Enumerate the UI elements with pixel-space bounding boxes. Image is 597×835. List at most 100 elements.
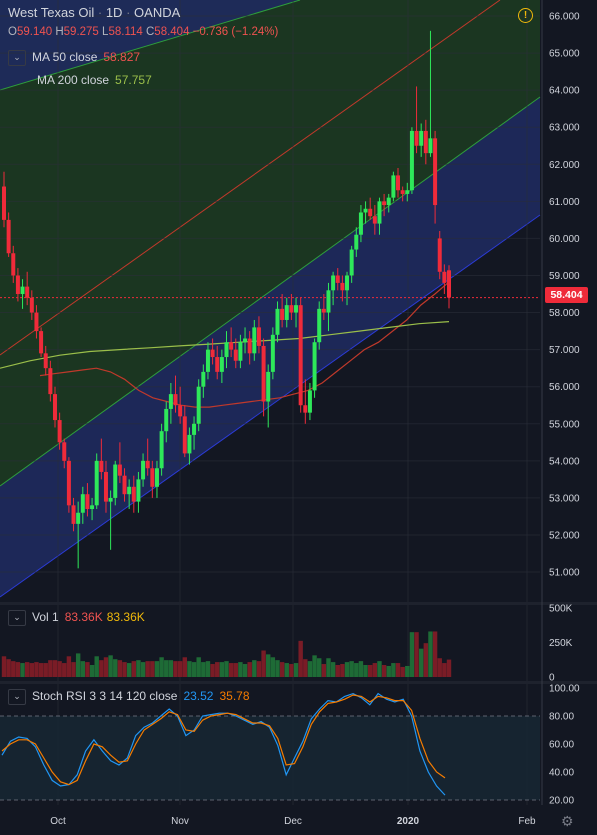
candle-body: [25, 286, 30, 298]
candle-body: [108, 497, 113, 502]
open-label: O: [8, 26, 17, 38]
volume-bar: [446, 659, 452, 677]
interval-label[interactable]: 1D: [105, 5, 123, 20]
candle-body: [238, 342, 243, 361]
candle-body: [224, 342, 229, 358]
volume-bar: [201, 662, 206, 677]
collapse-chevron-icon[interactable]: ⌄: [8, 610, 26, 626]
candle-body: [447, 270, 451, 298]
low-label: L: [102, 26, 109, 38]
candle-body: [396, 175, 401, 191]
volume-bar: [168, 660, 174, 677]
regression-midline: [0, 0, 501, 356]
price-tick-label: 64.000: [549, 86, 580, 97]
candle-body: [261, 345, 266, 402]
volume-bar: [136, 660, 141, 677]
volume-bar: [29, 663, 35, 677]
candle-body: [386, 197, 391, 206]
stoch-tick-label: 40.00: [549, 768, 574, 779]
volume-bar: [252, 660, 257, 677]
volume-value-2: 83.36K: [106, 610, 145, 625]
alert-icon[interactable]: !: [518, 8, 533, 23]
collapse-chevron-icon[interactable]: ⌄: [8, 50, 26, 66]
volume-bar: [99, 660, 104, 677]
candle-body: [210, 349, 215, 358]
time-tick-label: 2020: [397, 816, 420, 827]
stoch-tick-label: 80.00: [549, 712, 574, 723]
volume-bar: [191, 662, 197, 677]
volume-bar: [38, 663, 44, 677]
volume-bar: [94, 656, 99, 677]
volume-bar: [344, 662, 350, 677]
volume-bar: [66, 656, 72, 677]
candle-body: [29, 297, 34, 313]
candle-body: [433, 138, 438, 206]
volume-bar: [335, 664, 340, 677]
candle-body: [354, 234, 359, 250]
volume-bar: [11, 661, 16, 677]
stoch-legend[interactable]: ⌄ Stoch RSI 3 3 14 120 close 23.52 35.78: [8, 689, 250, 705]
candle-body: [335, 275, 340, 283]
time-axis[interactable]: Oct Nov Dec 2020 Feb: [0, 806, 597, 835]
volume-bar: [103, 657, 109, 677]
candle-body: [141, 460, 146, 480]
volume-bar: [358, 661, 364, 677]
volume-bar: [233, 663, 238, 677]
price-tick-label: 63.000: [549, 123, 580, 134]
volume-bar: [279, 662, 285, 677]
volume-bar: [289, 664, 294, 677]
channel-line-top: [0, 0, 301, 91]
candle-body: [159, 431, 164, 469]
collapse-chevron-icon[interactable]: ⌄: [8, 689, 26, 705]
symbol-name[interactable]: West Texas Oil: [8, 5, 95, 20]
low-value: 58.114: [108, 26, 143, 38]
volume-bar: [372, 663, 378, 677]
price-axis[interactable]: 51.000 52.000 53.000 54.000 55.000 56.000 57.0…: [549, 12, 580, 807]
volume-bar: [117, 660, 123, 677]
candle-body: [122, 475, 127, 495]
candle-body: [312, 342, 317, 391]
close-label: C: [145, 26, 155, 38]
price-tick-label: 58.000: [549, 308, 580, 319]
volume-bar: [405, 665, 410, 677]
candle-body: [90, 505, 95, 510]
stoch-rsi-plot: [0, 692, 540, 801]
candle-body: [270, 334, 275, 372]
pane-separator: [0, 602, 597, 605]
stoch-d-value: 35.78: [219, 689, 250, 704]
candle-body: [284, 305, 289, 320]
volume-bar: [48, 660, 53, 677]
volume-bar: [284, 663, 289, 677]
candle-body: [196, 386, 201, 424]
candle-body: [414, 130, 419, 146]
volume-bar: [210, 664, 215, 677]
volume-value-1: 83.36K: [64, 610, 103, 625]
volume-bar: [312, 655, 317, 677]
volume-legend[interactable]: ⌄ Vol 1 83.36K 83.36K: [8, 610, 145, 626]
volume-bar: [442, 663, 447, 677]
volume-bar: [391, 663, 396, 677]
volume-bar: [317, 658, 322, 677]
settings-gear-icon[interactable]: ⚙: [561, 813, 574, 829]
volume-bar: [57, 661, 62, 677]
time-tick-label: Nov: [171, 816, 189, 827]
candle-body: [428, 138, 433, 154]
volume-bar: [85, 662, 90, 677]
stoch-tick-label: 60.00: [549, 740, 574, 751]
candle-body: [340, 282, 345, 291]
candle-body: [48, 368, 53, 395]
ma50-legend[interactable]: ⌄ MA 50 close 58.827: [8, 50, 140, 66]
candle-body: [266, 371, 271, 402]
candle-body: [243, 338, 248, 343]
price-tick-label: 57.000: [549, 345, 580, 356]
volume-bar: [275, 660, 280, 677]
candle-body: [178, 405, 183, 417]
candle-body: [103, 471, 108, 502]
volume-bar: [238, 662, 243, 677]
volume-bar: [303, 659, 308, 677]
candle-body: [409, 130, 414, 191]
price-tick-label: 55.000: [549, 419, 580, 430]
stoch-band-fill: [0, 716, 540, 800]
ma200-legend[interactable]: MA 200 close 57.757: [37, 73, 152, 87]
